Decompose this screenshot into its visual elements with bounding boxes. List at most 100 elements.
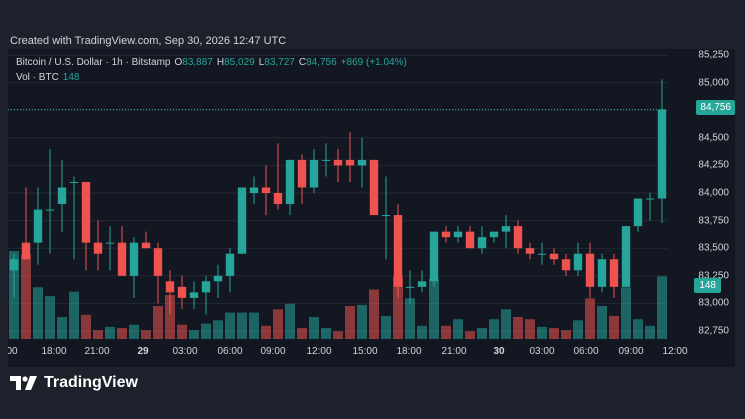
volume-legend: Vol · BTC 148 (16, 72, 79, 83)
candle-body (525, 248, 535, 254)
candle-body (657, 109, 667, 199)
volume-tag: 148 (694, 278, 721, 293)
candle-body (645, 198, 655, 200)
volume-bar (501, 309, 511, 339)
high-key: H (216, 57, 225, 68)
volume-bar (189, 330, 199, 339)
volume-bar (129, 324, 139, 339)
time-tick-label: 00 (8, 346, 18, 357)
candle-body (537, 253, 547, 255)
candle-body (141, 242, 151, 249)
volume-bar (321, 328, 331, 339)
time-tick-label: 09:00 (260, 346, 286, 357)
volume-bar (417, 325, 427, 339)
volume-bar (405, 298, 415, 339)
price-tick-label: 84,250 (698, 159, 729, 171)
time-tick-label: 03:00 (529, 346, 555, 357)
candle-body (381, 215, 391, 217)
candle-body (609, 259, 619, 287)
volume-bar (21, 254, 31, 339)
volume-bar (165, 295, 175, 339)
price-tick-label: 83,500 (698, 242, 729, 254)
time-tick-label: 18:00 (396, 346, 422, 357)
candle-body (249, 187, 259, 193)
volume-bar (549, 328, 559, 339)
volume-bar (441, 325, 451, 339)
volume-bar (177, 324, 187, 339)
tradingview-brand[interactable]: TradingView (10, 374, 138, 392)
candle-body (477, 237, 487, 249)
time-tick-label: 30 (493, 346, 505, 357)
candle-body (321, 159, 331, 161)
price-tick-label: 83,250 (698, 270, 729, 282)
candle-body (129, 242, 139, 276)
price-tick-label: 84,500 (698, 132, 729, 144)
candle-body (453, 231, 463, 238)
volume-bar (141, 330, 151, 339)
volume-bar (225, 312, 235, 339)
volume-bar (69, 291, 79, 339)
candle-body (57, 187, 67, 205)
chart-area[interactable]: Bitcoin / U.S. Dollar · 1h · Bitstamp O8… (8, 49, 735, 367)
volume-bar (309, 317, 319, 339)
current-price-tag: 84,756 (696, 100, 735, 115)
candle-body (393, 215, 403, 287)
time-tick-label: 21:00 (441, 346, 467, 357)
volume-bar (561, 330, 571, 339)
price-tick-label: 83,000 (698, 297, 729, 309)
price-tick-label: 83,750 (698, 215, 729, 227)
volume-bar (393, 276, 403, 339)
candle-body (165, 281, 175, 293)
volume-bar (513, 317, 523, 339)
candle-body (45, 209, 55, 211)
time-tick-label: 12:00 (662, 346, 688, 357)
candle-body (285, 159, 295, 205)
volume-bar (621, 287, 631, 339)
candle-body (561, 259, 571, 271)
candle-body (201, 281, 211, 293)
volume-bar (429, 278, 439, 339)
volume-bar (657, 276, 667, 339)
volume-bar (237, 312, 247, 339)
candle-body (345, 159, 355, 166)
time-tick-label: 15:00 (352, 346, 378, 357)
volume-bar (57, 317, 67, 339)
low-key: L (258, 57, 265, 68)
volume-bar (645, 325, 655, 339)
price-tick-label: 85,250 (698, 49, 729, 61)
volume-bar (369, 289, 379, 339)
open-value: 83,887 (182, 57, 213, 68)
candle-body (213, 275, 223, 282)
volume-label[interactable]: Vol · BTC (16, 72, 59, 83)
candle-body (333, 159, 343, 166)
candle-body (69, 181, 79, 183)
symbol-title[interactable]: Bitcoin / U.S. Dollar · 1h · Bitstamp (16, 57, 171, 68)
candle-body (21, 242, 31, 260)
candle-body (93, 242, 103, 254)
time-tick-label: 06:00 (217, 346, 243, 357)
candle-body (297, 159, 307, 188)
volume-bar (93, 330, 103, 339)
volume-bar (381, 315, 391, 339)
volume-bar (357, 304, 367, 339)
time-tick-label: 12:00 (306, 346, 332, 357)
candle-body (225, 253, 235, 276)
candle-body (105, 242, 115, 244)
candle-body (621, 226, 631, 287)
volume-bar (489, 319, 499, 339)
price-tick-label: 84,000 (698, 187, 729, 199)
close-key: C (298, 57, 307, 68)
candlestick-chart[interactable] (8, 49, 735, 367)
created-with-text: Created with TradingView.com, Sep 30, 20… (10, 35, 287, 47)
volume-value: 148 (62, 72, 80, 83)
time-tick-label: 03:00 (172, 346, 198, 357)
volume-bar (333, 331, 343, 339)
candle-body (189, 292, 199, 298)
candle-body (417, 281, 427, 287)
volume-bar (273, 309, 283, 339)
price-tick-label: 82,750 (698, 325, 729, 337)
candle-body (489, 231, 499, 238)
candle-body (273, 193, 283, 205)
volume-bar (81, 314, 91, 339)
candle-body (429, 231, 439, 282)
